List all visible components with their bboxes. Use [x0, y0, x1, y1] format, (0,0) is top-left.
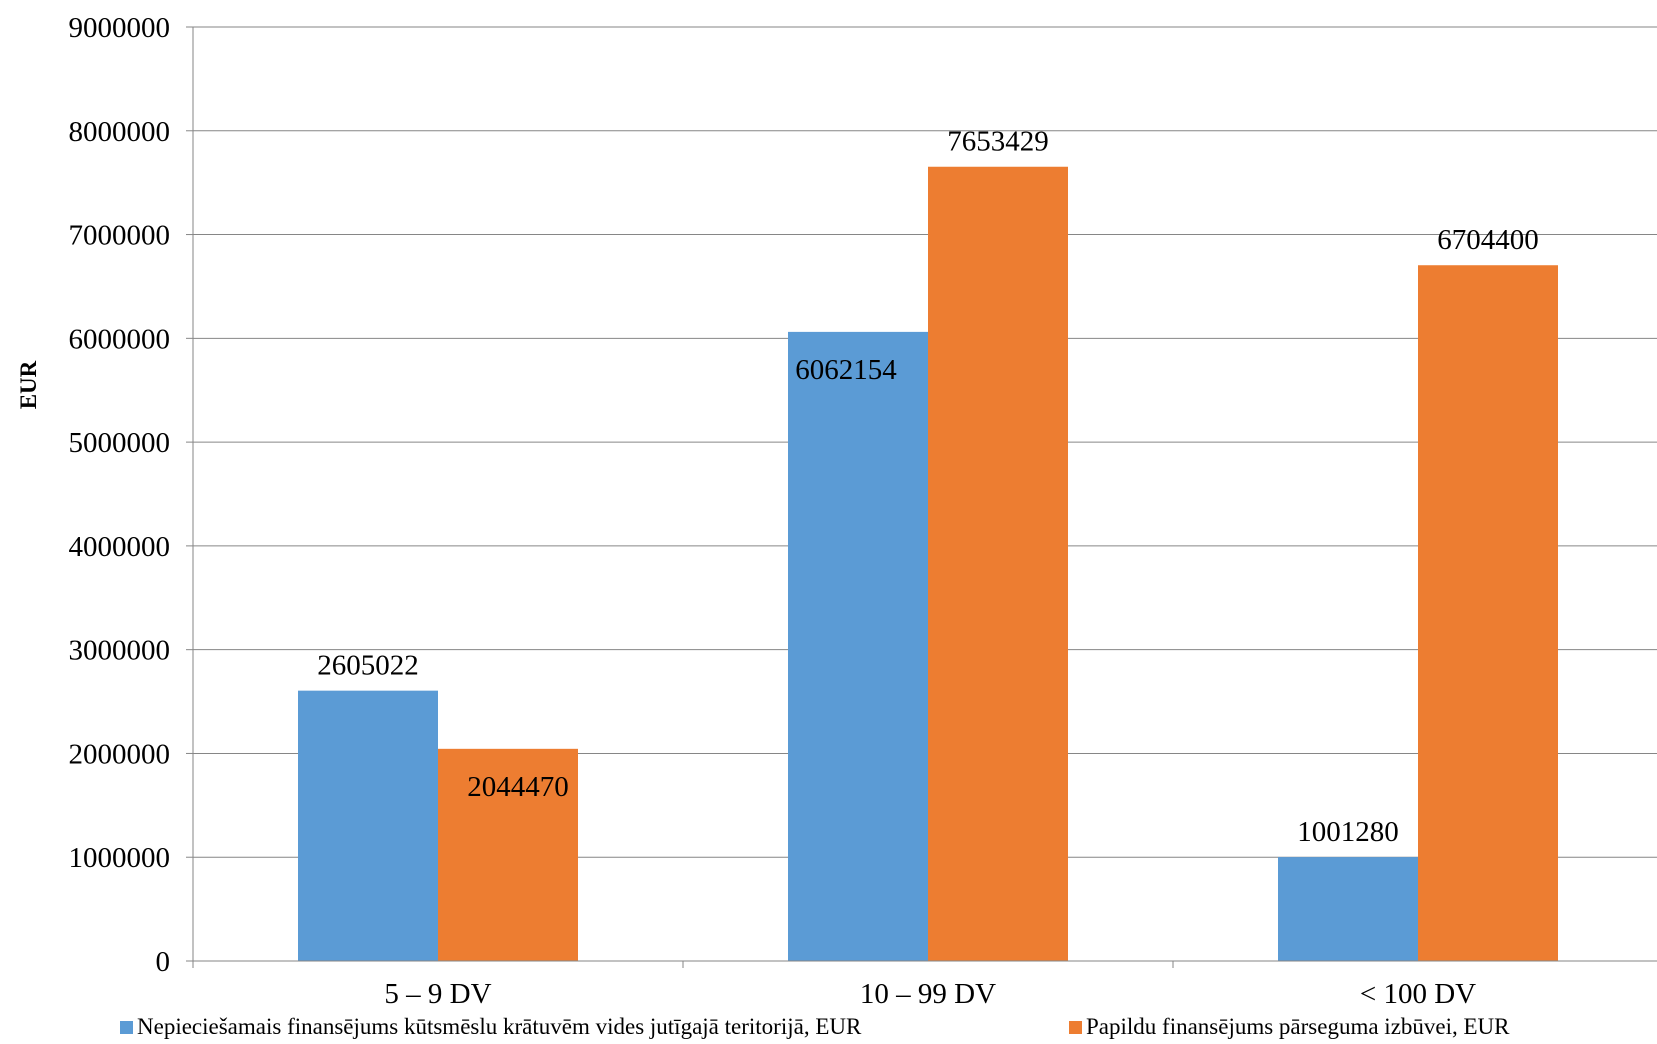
bar: [928, 166, 1068, 961]
axes: [186, 26, 1657, 968]
y-tick-labels: 0 1000000 2000000 3000000 4000000 5000000 6000…: [69, 12, 171, 978]
bar: [298, 690, 438, 961]
data-label: 2044470: [467, 771, 569, 803]
data-label: 6062154: [795, 354, 897, 386]
bars: [298, 166, 1558, 961]
y-tick-label: 0: [156, 946, 171, 978]
y-tick-label: 4000000: [69, 531, 171, 563]
bar: [1278, 857, 1418, 961]
y-tick-label: 5000000: [69, 427, 171, 459]
data-label: 6704400: [1437, 224, 1539, 256]
legend-swatch: [1069, 1021, 1082, 1034]
data-label: 2605022: [317, 650, 419, 682]
y-tick-label: 3000000: [69, 635, 171, 667]
data-label: 1001280: [1297, 816, 1399, 848]
legend-label: Papildu finansējums pārseguma izbūvei, E…: [1086, 1014, 1510, 1039]
x-tick-label: 5 – 9 DV: [384, 978, 491, 1010]
y-tick-label: 8000000: [69, 116, 171, 148]
y-tick-label: 6000000: [69, 323, 171, 355]
x-tick-labels: 5 – 9 DV 10 – 99 DV < 100 DV: [384, 978, 1476, 1010]
y-tick-label: 9000000: [69, 12, 171, 44]
bar: [788, 331, 928, 961]
x-tick-label: 10 – 99 DV: [860, 978, 996, 1010]
x-tick-label: < 100 DV: [1360, 978, 1476, 1010]
legend-label: Nepieciešamais finansējums kūtsmēslu krā…: [137, 1014, 862, 1039]
data-labels: 2605022 2044470 6062154 7653429 1001280 67044…: [317, 126, 1539, 848]
y-axis-label: EUR: [16, 360, 41, 409]
bar: [1418, 265, 1558, 961]
y-tick-label: 2000000: [69, 738, 171, 770]
legend: Nepieciešamais finansējums kūtsmēslu krā…: [120, 1014, 1510, 1039]
data-label: 7653429: [947, 126, 1049, 158]
y-tick-label: 1000000: [69, 842, 171, 874]
legend-swatch: [120, 1021, 133, 1034]
bar: [438, 748, 578, 961]
y-tick-label: 7000000: [69, 220, 171, 252]
